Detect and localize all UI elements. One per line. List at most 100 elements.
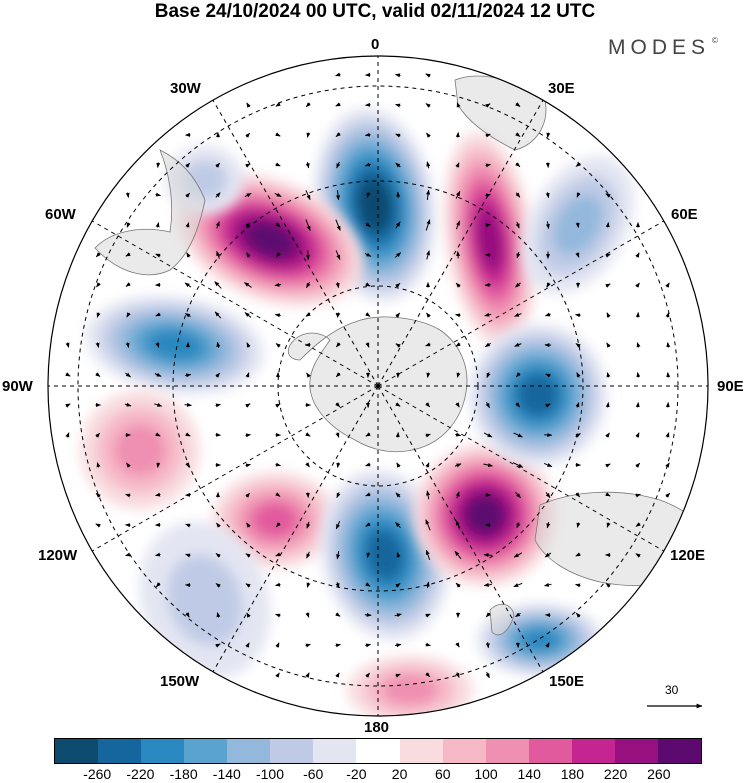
wind-vector bbox=[636, 342, 641, 348]
wind-vector bbox=[515, 102, 521, 107]
wind-vector bbox=[545, 491, 551, 499]
wind-vector bbox=[426, 490, 431, 500]
wind-vector bbox=[245, 433, 251, 438]
colorbar-cell bbox=[98, 739, 142, 763]
colorbar-tick-label: 100 bbox=[474, 766, 498, 782]
wind-vectors bbox=[65, 72, 671, 679]
wind-vector bbox=[635, 522, 641, 527]
wind-vector bbox=[605, 222, 610, 228]
colorbar-tick-label: -220 bbox=[126, 766, 155, 782]
wind-vector bbox=[516, 522, 521, 529]
meridian-line bbox=[212, 385, 379, 673]
colorbar-cell bbox=[442, 739, 486, 763]
anomaly-contour bbox=[519, 628, 561, 652]
wind-vector bbox=[575, 222, 580, 228]
lon-label-60w: 60W bbox=[45, 206, 76, 223]
lon-label-150e: 150E bbox=[549, 673, 585, 690]
wind-vector bbox=[485, 103, 491, 108]
wind-vector bbox=[185, 373, 192, 378]
colorbar-cell bbox=[657, 739, 701, 763]
wind-vector bbox=[275, 132, 281, 137]
wind-vector bbox=[365, 432, 371, 437]
wind-vector bbox=[455, 162, 460, 168]
wind-vector bbox=[512, 462, 524, 468]
wind-vector bbox=[513, 552, 523, 558]
anomaly-contour bbox=[382, 675, 438, 705]
wind-vector bbox=[364, 162, 371, 167]
wind-vector bbox=[395, 521, 401, 529]
colorbar-tick-label: -140 bbox=[212, 766, 241, 782]
wind-vector bbox=[125, 372, 131, 378]
wind-vector bbox=[305, 672, 310, 678]
wind-vector bbox=[395, 343, 401, 348]
wind-vector bbox=[335, 342, 341, 348]
wind-vector bbox=[184, 282, 192, 288]
wind-vector bbox=[576, 192, 581, 198]
wind-vector bbox=[275, 462, 281, 467]
wind-vector bbox=[606, 342, 611, 348]
wind-vector bbox=[365, 222, 371, 228]
wind-vector bbox=[395, 162, 401, 168]
wind-vector bbox=[275, 162, 281, 167]
wind-vector bbox=[394, 613, 402, 618]
wind-vector bbox=[605, 402, 610, 408]
colorbar-cell bbox=[313, 739, 357, 763]
wind-vector bbox=[245, 132, 251, 138]
wind-vector bbox=[455, 220, 461, 230]
wind-vector bbox=[515, 612, 521, 618]
meridian-line bbox=[212, 99, 379, 387]
colorbar-cell bbox=[270, 739, 314, 763]
wind-vector bbox=[215, 583, 221, 588]
wind-vector bbox=[185, 312, 191, 318]
wind-vector bbox=[335, 521, 341, 530]
wind-vector bbox=[396, 191, 401, 198]
anomaly-contour bbox=[517, 374, 559, 416]
anomaly-contour bbox=[167, 554, 243, 646]
wind-vector bbox=[426, 372, 431, 378]
lon-label-120e: 120E bbox=[670, 547, 706, 564]
wind-vector bbox=[275, 102, 281, 107]
wind-vector bbox=[454, 463, 462, 468]
wind-vector bbox=[605, 432, 610, 438]
wind-vector bbox=[426, 189, 431, 200]
wind-vector bbox=[485, 133, 491, 138]
wind-vector bbox=[575, 313, 581, 318]
wind-vector bbox=[575, 343, 581, 348]
wind-vector bbox=[95, 372, 101, 377]
wind-vector bbox=[245, 403, 251, 408]
wind-vector bbox=[514, 342, 522, 347]
wind-vector bbox=[215, 221, 220, 229]
wind-vector bbox=[665, 432, 670, 438]
wind-vector bbox=[485, 193, 491, 198]
wind-vector bbox=[185, 523, 191, 528]
wind-vector bbox=[155, 492, 161, 497]
wind-vector bbox=[95, 432, 101, 438]
wind-vector bbox=[336, 551, 341, 560]
wind-vector bbox=[335, 432, 340, 438]
wind-vector bbox=[154, 372, 162, 377]
wind-vector bbox=[125, 342, 130, 348]
wind-vector bbox=[274, 313, 281, 318]
anomaly-contour bbox=[114, 424, 166, 476]
wind-vector bbox=[364, 132, 371, 137]
colorbar-cell bbox=[614, 739, 658, 763]
wind-vector bbox=[666, 372, 671, 378]
wind-vector bbox=[456, 251, 461, 259]
wind-vector bbox=[306, 372, 311, 378]
wind-vector bbox=[244, 192, 252, 198]
wind-vector bbox=[546, 282, 551, 288]
colorbar-cell bbox=[227, 739, 271, 763]
wind-vector bbox=[426, 161, 431, 169]
landmasses bbox=[94, 75, 708, 636]
wind-vector bbox=[455, 282, 461, 288]
wind-vector bbox=[246, 342, 251, 348]
wind-vector bbox=[306, 551, 311, 559]
wind-vector bbox=[636, 372, 641, 378]
wind-vector bbox=[275, 552, 281, 557]
wind-vector bbox=[246, 612, 251, 618]
wind-vector bbox=[635, 553, 641, 558]
wind-vector bbox=[543, 462, 553, 468]
wind-vector bbox=[245, 222, 251, 228]
wind-vector bbox=[95, 523, 101, 528]
wind-vector bbox=[214, 311, 222, 319]
